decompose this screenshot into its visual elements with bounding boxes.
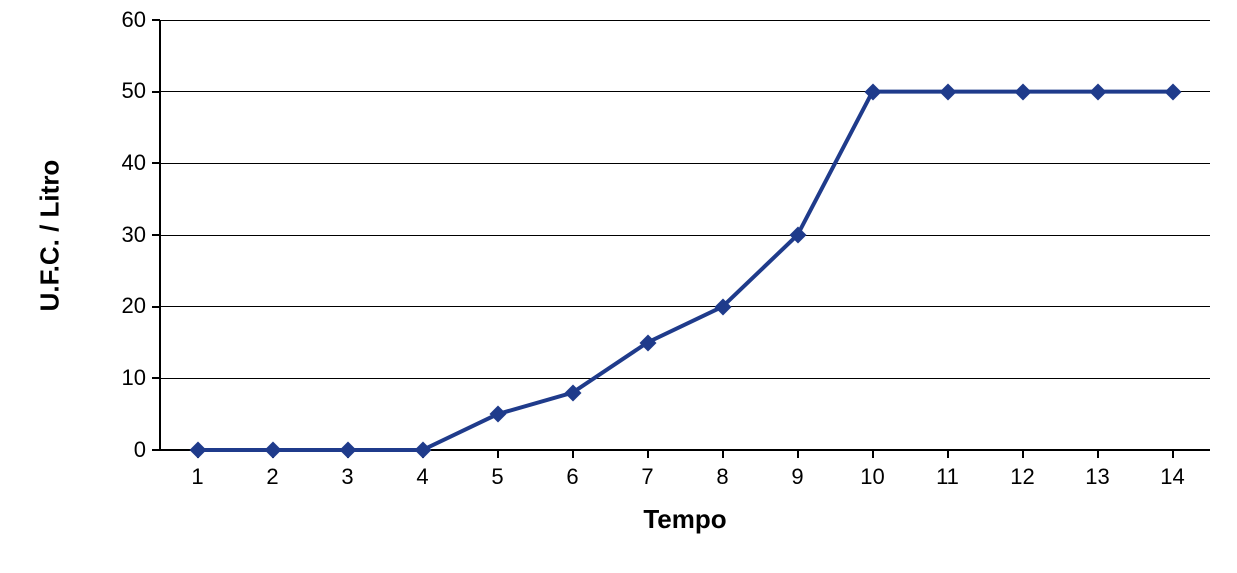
line-chart: U.F.C. / Litro Tempo 0102030405060123456… bbox=[0, 0, 1237, 573]
series-line bbox=[0, 0, 1237, 573]
